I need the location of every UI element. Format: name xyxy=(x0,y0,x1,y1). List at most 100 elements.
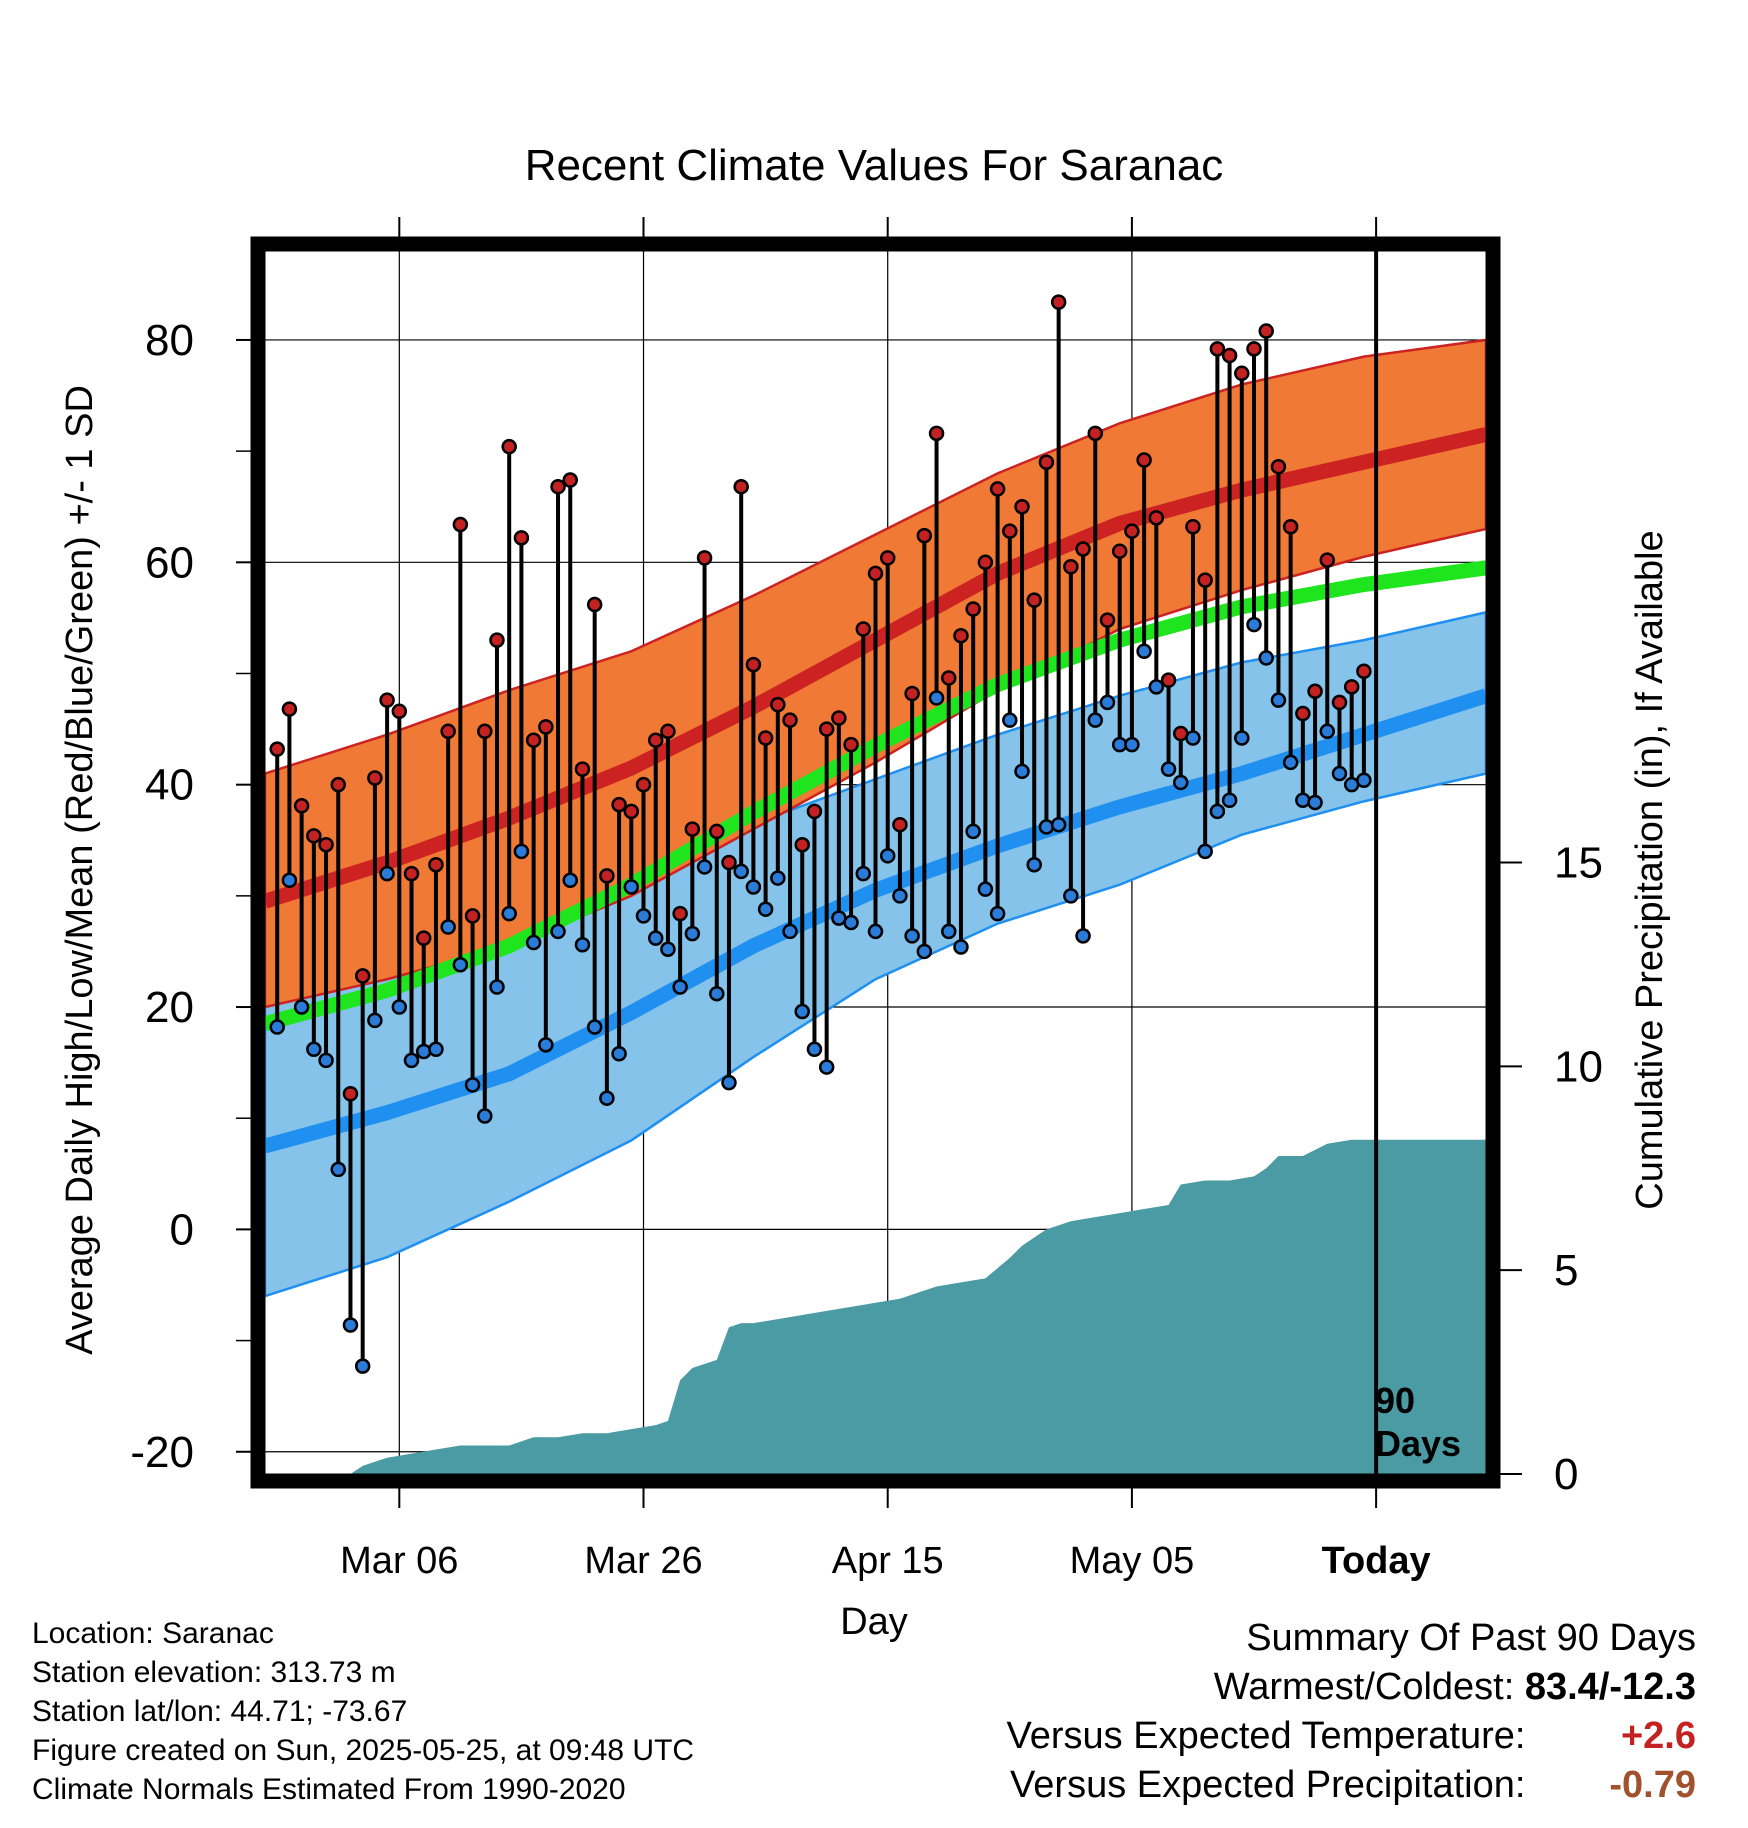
low-temp-point xyxy=(1160,761,1177,777)
x-tick-label: Mar 06 xyxy=(340,1540,458,1582)
high-temp-point xyxy=(1246,341,1262,357)
y-tick-label: 60 xyxy=(145,538,194,587)
precip-area xyxy=(265,1139,1486,1474)
high-temp-point xyxy=(1343,679,1360,695)
low-temp-point xyxy=(293,999,310,1015)
high-temp-point xyxy=(1111,543,1128,559)
high-temp-point xyxy=(855,621,872,637)
low-temp-point xyxy=(782,923,798,940)
precip-row: Versus Expected Precipitation: -0.79 xyxy=(1007,1761,1696,1810)
low-temp-point xyxy=(892,888,908,904)
low-temp-point xyxy=(941,923,957,940)
low-temp-point xyxy=(513,843,530,860)
x-axis-label: Day xyxy=(840,1601,908,1643)
high-temp-point xyxy=(1307,683,1323,700)
daily-range-bars xyxy=(275,302,1366,1367)
created-text: Figure created on Sun, 2025-05-25, at 09… xyxy=(32,1734,695,1767)
high-temp-point xyxy=(1099,612,1116,628)
low-temp-point xyxy=(281,872,298,889)
low-temp-point xyxy=(745,879,762,895)
low-temp-point xyxy=(1185,730,1201,746)
high-temp-point xyxy=(391,703,408,720)
today-days-word: Days xyxy=(1375,1423,1461,1464)
high-temp-point xyxy=(1124,523,1140,539)
high-temp-point xyxy=(904,685,920,702)
high-temp-point xyxy=(916,527,933,544)
high-temp-point xyxy=(1185,518,1201,535)
high-temp-point xyxy=(1087,425,1104,442)
low-temp-point xyxy=(1038,819,1055,835)
low-temp-point xyxy=(879,848,896,864)
high-temp-point xyxy=(1014,498,1030,515)
high-temp-point xyxy=(550,478,566,495)
low-temp-point xyxy=(965,823,981,840)
high-temp-point xyxy=(1258,323,1274,339)
high-temp-point xyxy=(721,854,737,871)
x-tick-label: Mar 26 xyxy=(584,1540,702,1582)
high-temp-point xyxy=(269,741,285,757)
low-temp-point xyxy=(464,1077,481,1093)
low-temp-point xyxy=(1148,679,1165,695)
low-temp-point xyxy=(1136,643,1152,660)
precipitation-area xyxy=(265,1139,1486,1474)
low-temp-point xyxy=(770,870,786,886)
high-temp-point xyxy=(1050,294,1067,310)
high-temp-point xyxy=(477,723,493,740)
high-temp-point xyxy=(379,692,395,708)
low-temp-point xyxy=(1270,692,1287,708)
precip-label: Versus Expected Precipitation: xyxy=(1010,1764,1526,1806)
low-temp-point xyxy=(684,925,701,942)
low-temp-point xyxy=(538,1037,554,1053)
low-temp-point xyxy=(586,1019,603,1035)
high-temp-point xyxy=(989,481,1006,497)
chart-title: Recent Climate Values For Saranac xyxy=(525,141,1224,190)
low-temp-point xyxy=(977,881,994,897)
low-temp-point xyxy=(452,957,469,973)
high-temp-point xyxy=(281,701,298,717)
low-temp-point xyxy=(1209,803,1226,820)
daily-dots xyxy=(269,294,1372,1374)
high-temp-point xyxy=(1038,454,1055,470)
y-tick-label: 40 xyxy=(145,761,194,810)
y2-axis-label: Cumulative Precipitation (in), If Availa… xyxy=(1629,530,1671,1209)
high-temp-point xyxy=(489,632,505,648)
high-temp-point xyxy=(892,816,908,833)
low-temp-point xyxy=(989,905,1006,922)
low-temp-point xyxy=(733,863,749,880)
high-temp-point xyxy=(733,478,749,495)
high-temp-point xyxy=(501,438,517,455)
station-info: Location: Saranac Station elevation: 313… xyxy=(32,1614,694,1809)
low-temp-point xyxy=(562,872,578,889)
low-temp-point xyxy=(916,943,933,960)
low-temp-point xyxy=(1197,843,1213,860)
low-temp-point xyxy=(428,1041,444,1058)
high-temp-point xyxy=(538,719,554,735)
today-marker: 90 Days xyxy=(1374,251,1461,1474)
high-temp-point xyxy=(586,596,603,613)
low-temp-point xyxy=(623,879,640,895)
low-temp-point xyxy=(415,1043,432,1060)
low-temp-point xyxy=(1014,763,1030,780)
high-temp-point xyxy=(684,821,701,837)
low-temp-point xyxy=(806,1041,823,1058)
y2-tick-label: 15 xyxy=(1554,839,1603,888)
low-temp-point xyxy=(1331,765,1348,782)
low-temp-point xyxy=(440,919,456,935)
high-temp-point xyxy=(403,865,420,882)
high-temp-point xyxy=(1331,694,1348,711)
low-temp-point xyxy=(1075,928,1091,944)
high-temp-point xyxy=(928,425,945,442)
high-temp-point xyxy=(770,696,786,713)
high-temp-point xyxy=(342,1086,359,1102)
high-temp-point xyxy=(1197,572,1213,588)
low-temp-point xyxy=(647,930,664,946)
high-temp-point xyxy=(525,732,542,748)
low-temp-point xyxy=(1258,650,1274,666)
low-temp-point xyxy=(379,865,395,882)
high-temp-point xyxy=(428,856,444,873)
high-temp-point xyxy=(757,730,774,746)
low-temp-point xyxy=(1234,730,1250,746)
low-temp-point xyxy=(928,690,945,706)
y2-tick-label: 10 xyxy=(1554,1042,1603,1091)
high-temp-point xyxy=(1063,559,1079,575)
